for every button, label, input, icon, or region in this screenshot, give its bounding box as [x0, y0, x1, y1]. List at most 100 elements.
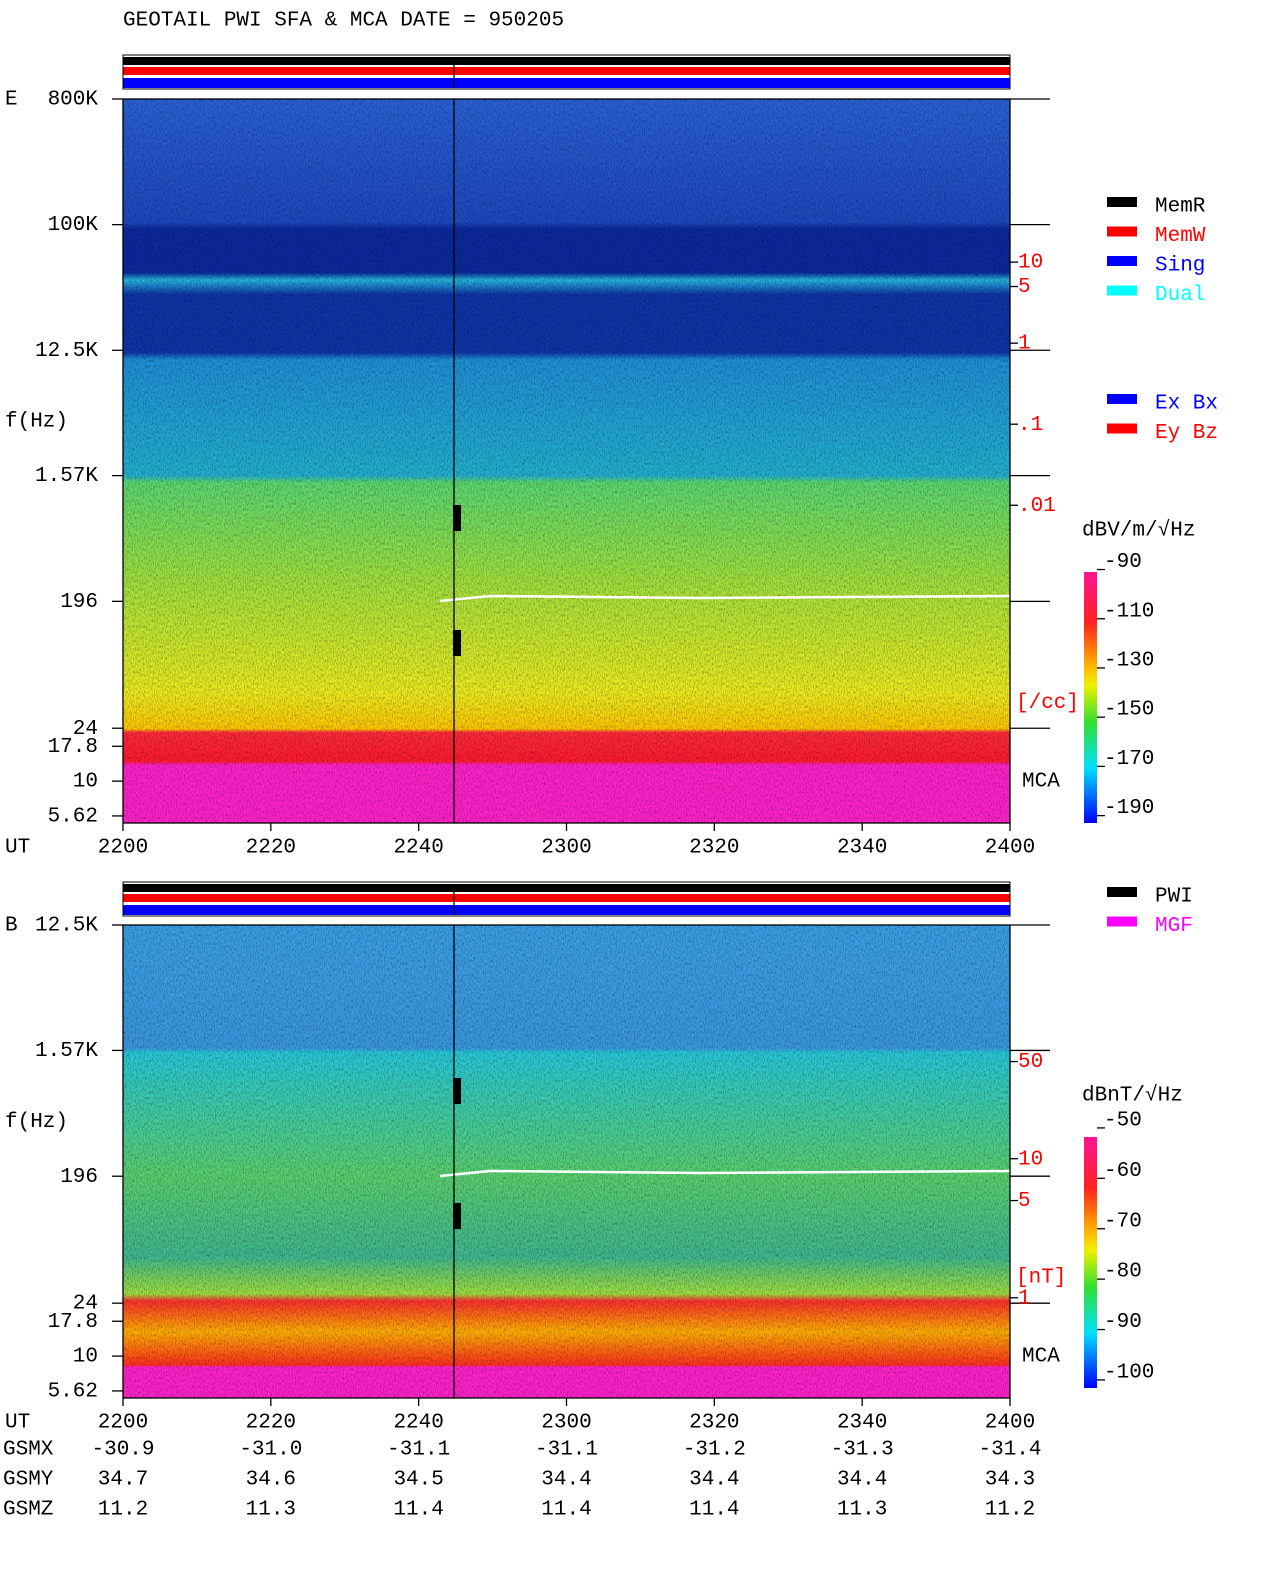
data-marker [453, 1203, 461, 1229]
x-tick-label: 2300 [541, 837, 591, 860]
y-tick-label: 12.5K [35, 340, 98, 363]
legend-label: MemW [1155, 225, 1206, 248]
orbit-value: -31.0 [239, 1439, 302, 1462]
y-tick-label: 196 [60, 591, 98, 614]
orbit-value: 11.3 [837, 1499, 887, 1522]
orbit-value: -31.1 [535, 1439, 598, 1462]
y-tick-label: 1.57K [35, 465, 98, 488]
status-bar [123, 67, 1010, 75]
colorbar-tick-label: -190 [1104, 797, 1154, 820]
legend-label: PWI [1155, 886, 1193, 909]
orbit-value: 34.4 [837, 1469, 887, 1492]
y2-tick-label: .01 [1018, 495, 1056, 518]
orbit-value: 11.4 [393, 1499, 443, 1522]
y2-tick-label: 5 [1018, 1190, 1031, 1213]
x-tick-label: 2200 [98, 1412, 148, 1435]
legend-swatch [1107, 394, 1137, 404]
y2-tick-label: .1 [1018, 414, 1043, 437]
orbit-value: 11.2 [985, 1499, 1035, 1522]
colorbar-tick-label: -90 [1104, 551, 1142, 574]
orbit-value: -31.3 [831, 1439, 894, 1462]
x-tick-label: 2220 [246, 837, 296, 860]
y-axis-label: f(Hz) [5, 1111, 68, 1134]
colorbar-tick-label: -50 [1104, 1109, 1142, 1132]
plasma-line [439, 1169, 1011, 1178]
data-marker [453, 1078, 461, 1104]
legend-swatch [1107, 285, 1137, 296]
plasma-line [439, 594, 1011, 603]
x-axis-label: UT [5, 837, 30, 860]
orbit-label: GSMY [3, 1469, 54, 1492]
y-tick-label: 17.8 [48, 736, 98, 759]
orbit-value: -31.4 [978, 1439, 1041, 1462]
x-tick-label: 2220 [246, 1412, 296, 1435]
status-bar [123, 894, 1010, 902]
mca-label: MCA [1022, 1346, 1060, 1369]
y-tick-label: 12.5K [35, 915, 98, 938]
panel-label: B [5, 915, 18, 938]
legend-label: MGF [1155, 915, 1193, 938]
colorbar-tick-label: -150 [1104, 699, 1154, 722]
colorbar-label: dBV/m/√Hz [1082, 519, 1195, 543]
x-tick-label: 2320 [689, 1412, 739, 1435]
orbit-value: -30.9 [91, 1439, 154, 1462]
legend-label: Ey Bz [1155, 422, 1218, 445]
data-marker [453, 505, 461, 531]
colorbar [1084, 572, 1097, 823]
x-tick-label: 2240 [393, 1412, 443, 1435]
y2-axis-label: [nT] [1016, 1267, 1066, 1290]
orbit-value: 34.4 [541, 1469, 591, 1492]
legend-label: Ex Bx [1155, 393, 1218, 416]
status-bar [123, 57, 1010, 65]
y2-tick-label: 5 [1018, 276, 1031, 299]
colorbar-label: dBnT/√Hz [1082, 1084, 1183, 1108]
legend-label: Sing [1155, 255, 1205, 278]
spectrogram-texture [123, 99, 1010, 823]
orbit-label: GSMZ [3, 1499, 53, 1522]
status-bar [123, 78, 1010, 88]
orbit-value: 11.2 [98, 1499, 148, 1522]
colorbar [1084, 1137, 1097, 1388]
colorbar-tick-label: -90 [1104, 1311, 1142, 1334]
y2-tick-label: 1 [1018, 333, 1031, 356]
legend-swatch [1107, 423, 1137, 434]
y-tick-label: 5.62 [48, 805, 98, 828]
y2-tick-label: 10 [1018, 1148, 1043, 1171]
orbit-value: 34.3 [985, 1469, 1035, 1492]
spectrogram-texture [123, 925, 1010, 1398]
x-tick-label: 2200 [98, 837, 148, 860]
status-bar [123, 884, 1010, 892]
colorbar-tick-label: -110 [1104, 600, 1154, 623]
orbit-value: 11.3 [246, 1499, 296, 1522]
legend-label: MemR [1155, 196, 1206, 219]
y-tick-label: 1.57K [35, 1040, 98, 1063]
y-tick-label: 196 [60, 1166, 98, 1189]
y-tick-label: 24 [73, 1293, 98, 1316]
x-tick-label: 2320 [689, 837, 739, 860]
x-tick-label: 2300 [541, 1412, 591, 1435]
colorbar-tick-label: -70 [1104, 1210, 1142, 1233]
y-tick-label: 10 [73, 1346, 98, 1369]
y-tick-label: 5.62 [48, 1380, 98, 1403]
status-frame [122, 54, 1011, 90]
legend-swatch [1107, 197, 1137, 207]
y-tick-label: 800K [48, 89, 99, 112]
status-bar [123, 905, 1010, 915]
colorbar-tick-label: -170 [1104, 748, 1154, 771]
orbit-value: -31.2 [683, 1439, 746, 1462]
orbit-value: 34.4 [689, 1469, 739, 1492]
legend-swatch [1107, 256, 1137, 266]
orbit-value: 34.5 [393, 1469, 443, 1492]
x-tick-label: 2240 [393, 837, 443, 860]
legend-label: Dual [1155, 284, 1205, 307]
y2-tick-label: 1 [1018, 1287, 1031, 1310]
title: GEOTAIL PWI SFA & MCA DATE = 950205 [123, 10, 564, 33]
y-axis-label: f(Hz) [5, 411, 68, 434]
orbit-value: 11.4 [541, 1499, 591, 1522]
data-marker [453, 630, 461, 656]
status-frame [122, 881, 1011, 917]
y-tick-label: 24 [73, 718, 98, 741]
x-tick-label: 2340 [837, 837, 887, 860]
